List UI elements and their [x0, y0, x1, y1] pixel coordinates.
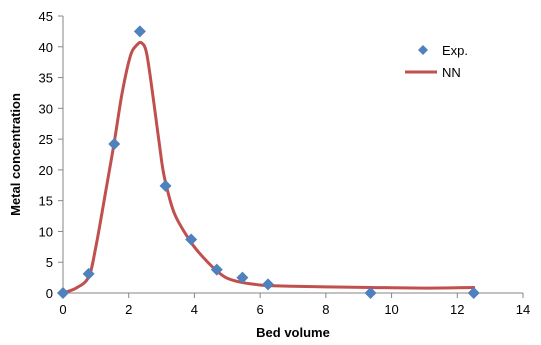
exp-data-point: [108, 138, 121, 151]
exp-data-point: [57, 287, 69, 299]
exp-data-point: [364, 287, 377, 299]
legend-item-exp: Exp.: [418, 43, 468, 58]
x-tick-label: 8: [322, 302, 329, 317]
y-tick-label: 0: [46, 286, 53, 301]
legend-marker-diamond: [418, 45, 428, 55]
x-tick-label: 6: [257, 302, 264, 317]
y-tick-label: 25: [39, 132, 53, 147]
y-tick-label: 45: [39, 9, 53, 24]
legend-label-exp: Exp.: [442, 43, 468, 58]
x-tick-label: 4: [191, 302, 198, 317]
exp-data-point: [82, 267, 95, 280]
y-tick-label: 10: [39, 224, 53, 239]
y-tick-label: 20: [39, 163, 53, 178]
legend-item-nn: NN: [405, 65, 461, 80]
plot-area: [57, 25, 480, 299]
y-axis-title: Metal concentration: [8, 93, 23, 216]
x-tick-label: 0: [59, 302, 66, 317]
exp-data-point: [133, 25, 146, 38]
x-tick-label: 12: [450, 302, 464, 317]
x-tick-label: 10: [384, 302, 398, 317]
y-tick-label: 5: [46, 255, 53, 270]
y-tick-label: 35: [39, 71, 53, 86]
exp-data-point: [236, 271, 249, 284]
x-tick-label: 2: [125, 302, 132, 317]
exp-data-point: [185, 233, 198, 246]
exp-data-point: [159, 179, 172, 192]
y-tick-label: 40: [39, 40, 53, 55]
tick-labels: 0 2 4 6 8 10 12 14 0 5 10 15 20 25 30 35 40 45: [39, 9, 531, 317]
nn-series-line: [61, 40, 476, 295]
legend-label-nn: NN: [442, 65, 461, 80]
x-tick-label: 14: [516, 302, 530, 317]
legend: Exp. NN: [405, 43, 468, 80]
exp-data-point: [210, 263, 223, 276]
y-tick-label: 30: [39, 101, 53, 116]
axes: [58, 15, 524, 298]
x-axis-title: Bed volume: [256, 325, 330, 340]
exp-data-point: [467, 287, 480, 299]
exp-data-point: [262, 278, 275, 291]
y-tick-label: 15: [39, 194, 53, 209]
